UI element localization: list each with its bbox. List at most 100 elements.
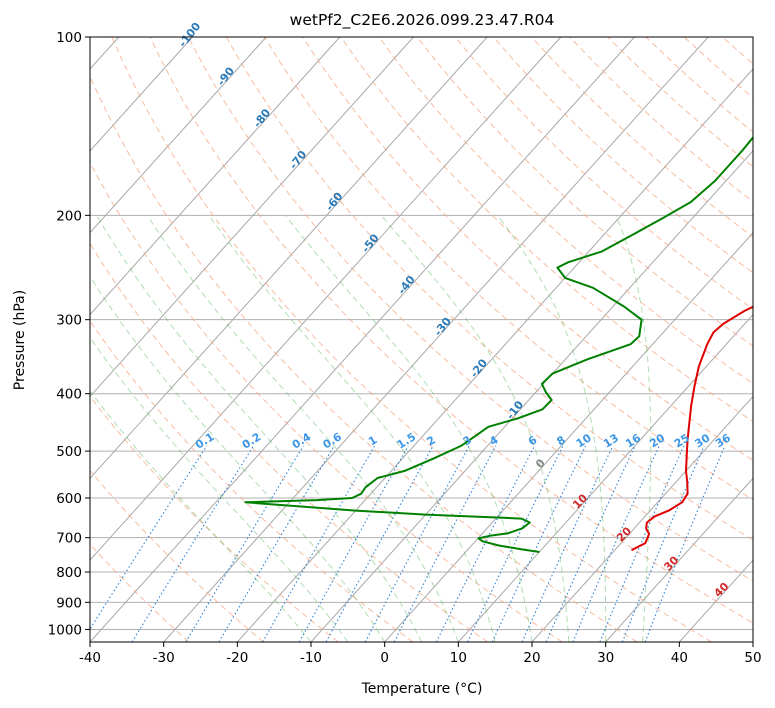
y-axis-label: Pressure (hPa)	[12, 290, 28, 390]
dry-adiabat-line	[90, 469, 264, 642]
dry-adiabat-line	[90, 320, 414, 642]
isotherm-line	[90, 37, 635, 642]
dry-adiabat-line	[90, 543, 190, 642]
isotherm-label: -40	[395, 273, 418, 297]
mixing-ratio-line	[572, 445, 660, 642]
chart-title: wetPf2_C2E6.2026.099.23.47.R04	[290, 11, 555, 30]
x-tick-label: 20	[523, 650, 540, 666]
moist-adiabat-line	[146, 215, 459, 642]
x-tick-label: 40	[671, 650, 688, 666]
dewpoint-line	[244, 135, 753, 553]
y-tick-label: 700	[56, 531, 82, 547]
mixing-ratio-label: 36	[713, 431, 733, 450]
mixing-ratio-label: 0.4	[290, 430, 314, 452]
y-tick-label: 400	[56, 387, 82, 403]
isotherm-line	[457, 313, 753, 642]
isotherm-line	[90, 37, 267, 234]
x-tick-label: 0	[380, 650, 389, 666]
mixing-ratio-line	[435, 445, 535, 642]
isotherm-line	[90, 37, 341, 316]
x-tick-label: 30	[597, 650, 614, 666]
isotherm-label: -100	[176, 20, 203, 50]
x-tick-label: -30	[153, 650, 175, 666]
y-tick-label: 900	[56, 595, 82, 611]
isotherm-line	[236, 68, 753, 642]
mixing-ratio-label: 13	[601, 431, 621, 450]
mixing-ratio-line	[467, 445, 564, 642]
moist-adiabat-line	[497, 215, 607, 642]
background-lines	[90, 37, 753, 642]
moist-adiabat-label: 30	[661, 553, 681, 573]
mixing-ratio-line	[599, 445, 685, 642]
isotherm-line	[90, 37, 414, 398]
isotherm-line	[531, 395, 753, 642]
dry-adiabat-line	[90, 242, 488, 642]
dry-adiabat-line	[531, 37, 753, 238]
mixing-ratio-line	[131, 445, 254, 642]
y-tick-label: 1000	[48, 622, 82, 638]
isotherm-line	[163, 37, 709, 642]
isotherm-line	[310, 150, 753, 642]
isotherm-line	[605, 477, 753, 642]
dry-adiabat-line	[90, 161, 563, 642]
isotherm-line	[90, 37, 488, 480]
dry-adiabat-line	[149, 37, 753, 624]
mixing-ratio-label: 2	[425, 433, 438, 448]
mixing-ratio-line	[218, 445, 335, 642]
x-tick-label: 10	[450, 650, 467, 666]
mixing-ratio-label: 16	[623, 431, 643, 450]
mixing-ratio-label: 3	[461, 433, 474, 448]
dry-adiabat-line	[454, 37, 753, 310]
mixing-ratio-line	[185, 445, 304, 642]
moist-adiabat-line	[90, 390, 312, 642]
dry-adiabat-line	[225, 37, 753, 541]
mixing-ratio-line	[393, 445, 497, 642]
moist-adiabat-label: 40	[711, 580, 731, 600]
moist-adiabat-label: 20	[614, 524, 634, 544]
dry-adiabat-line	[683, 37, 753, 99]
isotherm-label: -20	[468, 356, 491, 380]
moist-adiabat-line	[208, 215, 496, 642]
dry-adiabat-line	[607, 37, 753, 168]
plot-frame	[89, 36, 754, 643]
isotherm-line	[384, 231, 753, 642]
x-tick-label: -20	[226, 650, 248, 666]
dry-adiabat-line	[264, 37, 753, 501]
temperature-line	[631, 305, 753, 552]
y-tick-label: 800	[56, 565, 82, 581]
y-tick-label: 300	[56, 313, 82, 329]
isotherm-line	[90, 37, 562, 561]
mixing-ratio-label: 1	[366, 433, 379, 448]
mixing-ratio-line	[521, 445, 614, 642]
dry-adiabat-line	[90, 395, 339, 642]
isotherm-label: -90	[215, 64, 238, 88]
x-tick-label: 50	[744, 650, 761, 666]
mixing-ratio-label: 4	[487, 433, 501, 448]
mixing-ratio-line	[364, 445, 470, 642]
dry-adiabat-line	[378, 37, 753, 385]
moist-adiabat-line	[90, 275, 386, 642]
dry-adiabat-line	[111, 37, 712, 642]
mixing-ratio-label: 10	[574, 431, 594, 450]
isotherm-label: -80	[251, 106, 274, 130]
isotherm-label: -10	[504, 398, 527, 422]
mixing-ratio-label: 0.1	[193, 430, 216, 451]
x-tick-label: -40	[79, 650, 101, 666]
x-tick-label: -10	[300, 650, 322, 666]
mixing-ratio-line	[298, 445, 409, 642]
dry-adiabat-line	[416, 37, 753, 347]
mixing-ratio-line	[491, 445, 587, 642]
isotherm-line	[752, 641, 753, 642]
isotherm-label: -50	[359, 231, 382, 255]
mixing-ratio-label: 1.5	[395, 430, 418, 451]
moist-adiabat-line	[615, 215, 652, 642]
sounding-lines	[244, 135, 753, 553]
moist-adiabat-line	[96, 215, 422, 642]
mixing-ratio-line	[90, 445, 208, 630]
y-tick-label: 500	[56, 444, 82, 460]
mixing-ratio-line	[644, 445, 726, 642]
mixing-ratio-line	[325, 445, 434, 642]
isotherm-label: -70	[287, 148, 310, 172]
mixing-ratio-label: 0.6	[321, 430, 345, 452]
